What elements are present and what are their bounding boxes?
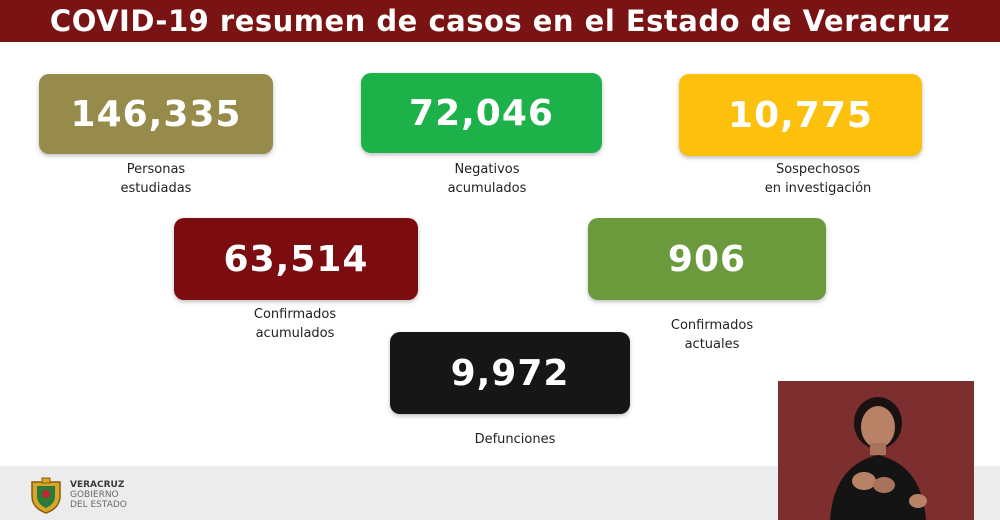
label-line: Confirmados [253, 307, 337, 322]
label-line: acumulados [255, 326, 335, 341]
logo-line: GOBIERNO [70, 490, 119, 500]
stat-box-confirmados-acumulados: 63,514 [174, 218, 418, 300]
label-line: estudiadas [120, 181, 192, 196]
stat-value: 72,046 [409, 92, 554, 134]
stat-value: 9,972 [450, 352, 570, 394]
stat-label-confirmados-actuales: Confirmados actuales [622, 316, 802, 354]
stat-box-defunciones: 9,972 [390, 332, 630, 414]
stat-label-confirmados-acumulados: Confirmados acumulados [205, 305, 385, 343]
logo-line: VERACRUZ [70, 480, 125, 490]
label-line: en investigación [764, 181, 872, 196]
stat-label-defunciones: Defunciones [425, 430, 605, 449]
label-line: Negativos [454, 162, 520, 177]
stat-box-negativos-acumulados: 72,046 [361, 73, 602, 153]
stat-value: 10,775 [728, 94, 873, 136]
logo-line: DEL ESTADO [70, 500, 127, 510]
stat-box-sospechosos: 10,775 [679, 74, 922, 156]
interpreter-figure-icon [778, 381, 974, 520]
footer-logo-text: VERACRUZ GOBIERNO DEL ESTADO [70, 480, 127, 510]
page-title: COVID-19 resumen de casos en el Estado d… [49, 4, 951, 38]
label-line: Defunciones [474, 432, 556, 447]
stat-value: 906 [667, 238, 747, 280]
stat-box-personas-estudiadas: 146,335 [39, 74, 273, 154]
stat-value: 146,335 [70, 93, 242, 135]
label-line: acumulados [447, 181, 527, 196]
label-line: actuales [684, 337, 740, 352]
sign-language-interpreter-video [778, 381, 974, 520]
stat-box-confirmados-actuales: 906 [588, 218, 826, 300]
veracruz-crest-icon [31, 477, 61, 514]
stat-label-sospechosos: Sospechosos en investigación [728, 160, 908, 198]
stat-value: 63,514 [223, 238, 369, 280]
stat-label-negativos-acumulados: Negativos acumulados [397, 160, 577, 198]
label-line: Sospechosos [775, 162, 861, 177]
label-line: Personas [126, 162, 186, 177]
title-bar: COVID-19 resumen de casos en el Estado d… [0, 0, 1000, 42]
label-line: Confirmados [670, 318, 754, 333]
stat-label-personas-estudiadas: Personas estudiadas [66, 160, 246, 198]
